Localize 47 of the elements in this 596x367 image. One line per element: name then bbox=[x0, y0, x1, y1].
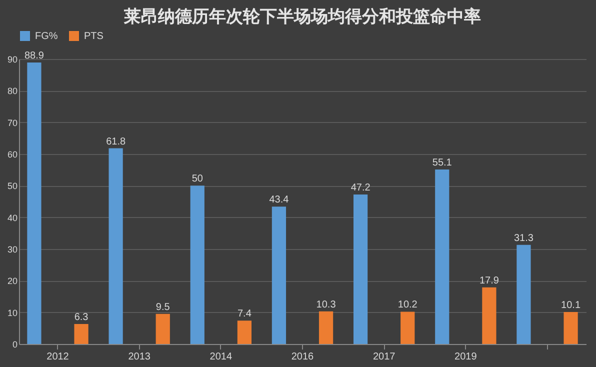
x-tick-label: 2019 bbox=[454, 352, 478, 362]
y-tick-label: 0 bbox=[12, 340, 18, 350]
legend-label: PTS bbox=[84, 31, 104, 42]
bar bbox=[353, 194, 368, 344]
data-label: 47.2 bbox=[350, 182, 371, 194]
bar bbox=[272, 206, 286, 344]
y-tick-label: 40 bbox=[7, 212, 18, 223]
bar bbox=[435, 170, 450, 344]
data-label: 10.1 bbox=[561, 300, 581, 312]
bar bbox=[482, 287, 496, 344]
bar bbox=[74, 324, 88, 344]
bar bbox=[237, 320, 252, 344]
y-tick-label: 50 bbox=[7, 181, 18, 192]
y-tick-label: 30 bbox=[7, 244, 18, 254]
bar bbox=[400, 312, 415, 344]
x-tick-label: 2017 bbox=[372, 352, 396, 362]
y-tick-label: 70 bbox=[7, 118, 18, 128]
bar bbox=[318, 311, 334, 344]
data-label: 6.3 bbox=[74, 312, 89, 324]
bar bbox=[516, 244, 531, 344]
chart-title: 莱昂纳德历年次轮下半场场均得分和投篮命中率 bbox=[123, 7, 481, 27]
x-tick-label: 2014 bbox=[210, 352, 232, 362]
bar bbox=[108, 148, 123, 344]
x-tick-label: 2016 bbox=[291, 352, 314, 362]
bar bbox=[190, 186, 204, 344]
x-tick-label: 2012 bbox=[46, 352, 70, 362]
bar bbox=[27, 62, 42, 344]
bar bbox=[156, 314, 170, 344]
data-label: 88.9 bbox=[24, 50, 44, 62]
y-tick-label: 20 bbox=[7, 276, 18, 286]
y-tick-label: 10 bbox=[7, 308, 18, 318]
x-tick-label: 2013 bbox=[128, 352, 151, 362]
legend-label: FG% bbox=[35, 31, 58, 42]
bar bbox=[564, 312, 578, 344]
y-tick-label: 90 bbox=[7, 54, 18, 64]
data-label: 10.3 bbox=[316, 299, 336, 310]
data-label: 61.8 bbox=[106, 136, 126, 148]
data-label: 55.1 bbox=[432, 158, 452, 169]
data-label: 43.4 bbox=[269, 194, 290, 206]
data-label: 17.9 bbox=[479, 275, 500, 286]
y-tick-label: 80 bbox=[7, 86, 18, 96]
data-label: 7.4 bbox=[238, 308, 252, 320]
y-tick-label: 60 bbox=[7, 150, 18, 160]
data-label: 50 bbox=[192, 174, 204, 185]
data-label: 9.5 bbox=[156, 302, 170, 313]
data-label: 10.2 bbox=[398, 300, 418, 311]
data-label: 31.3 bbox=[514, 232, 534, 244]
